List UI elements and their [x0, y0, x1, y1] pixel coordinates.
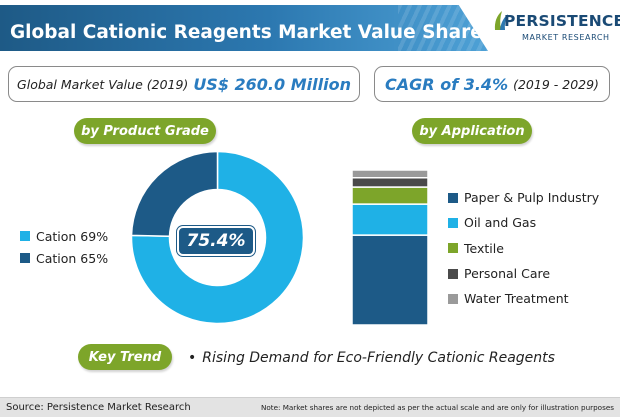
legend-swatch [448, 293, 458, 304]
market-value-label: Global Market Value (2019) [17, 76, 189, 92]
legend-label: Water Treatment [464, 291, 569, 307]
persistence-logo: PERSISTENCE MARKET RESEARCH [492, 8, 620, 52]
cagr-box: CAGR of 3.4% (2019 - 2029) [374, 66, 610, 102]
title-banner: Global Cationic Reagents Market Value Sh… [0, 5, 488, 51]
legend-label: Oil and Gas [464, 215, 537, 231]
legend-swatch [448, 243, 458, 254]
logo-mark-icon [494, 11, 508, 30]
legend-swatch [20, 253, 30, 263]
logo-subtitle: MARKET RESEARCH [522, 33, 610, 42]
donut-slice-2 [130, 150, 219, 238]
stack-segment-4 [352, 177, 428, 188]
legend-swatch [448, 192, 458, 203]
legend-item-3: Textile [448, 236, 599, 261]
donut-slice-1 [130, 150, 305, 325]
legend-label: Paper & Pulp Industry [464, 190, 600, 206]
application-legend: Paper & Pulp Industry Oil and Gas Textile P… [448, 185, 599, 311]
footer: Source: Persistence Market Research Note… [0, 397, 620, 417]
stack-segment-5 [352, 170, 428, 179]
legend-item-cation-69: Cation 69% [20, 225, 108, 247]
product-grade-heading: by Product Grade [74, 118, 216, 144]
legend-item-2: Oil and Gas [448, 210, 599, 235]
donut-center-value: 75.4% [177, 226, 255, 256]
legend-swatch [448, 268, 458, 279]
legend-item-1: Paper & Pulp Industry [448, 185, 599, 210]
legend-label: Cation 65% [36, 250, 109, 266]
legend-label: Personal Care [464, 266, 551, 282]
key-trend-heading: Key Trend [78, 344, 172, 370]
key-trend-text: • Rising Demand for Eco-Friendly Cationic… [188, 350, 555, 366]
legend-item-4: Personal Care [448, 261, 599, 286]
page-title: Global Cationic Reagents Market Value Sh… [10, 22, 525, 43]
footer-source: Source: Persistence Market Research [6, 402, 191, 413]
legend-label: Textile [464, 240, 504, 256]
stack-segment-1 [352, 234, 428, 325]
legend-item-cation-65: Cation 65% [20, 247, 108, 269]
application-stacked-bar [352, 170, 428, 325]
stack-segment-3 [352, 186, 428, 205]
key-trend-statement: Rising Demand for Eco-Friendly Cationic … [202, 350, 555, 366]
legend-swatch [20, 231, 30, 241]
legend-label: Cation 69% [36, 228, 109, 244]
market-value-amount: US$ 260.0 Million [193, 74, 351, 94]
product-grade-donut-chart [130, 150, 305, 325]
legend-item-5: Water Treatment [448, 286, 599, 311]
application-heading: by Application [412, 118, 532, 144]
stack-segment-2 [352, 203, 428, 236]
bullet-icon: • [188, 350, 197, 366]
product-grade-legend: Cation 69% Cation 65% [20, 225, 108, 269]
cagr-period: (2019 - 2029) [513, 76, 599, 92]
footer-note: Note: Market shares are not depicted as … [260, 403, 614, 412]
market-value-box: Global Market Value (2019) US$ 260.0 Mil… [8, 66, 360, 102]
logo-name: PERSISTENCE [504, 12, 620, 30]
legend-swatch [448, 217, 458, 228]
cagr-value: CAGR of 3.4% [385, 74, 509, 94]
